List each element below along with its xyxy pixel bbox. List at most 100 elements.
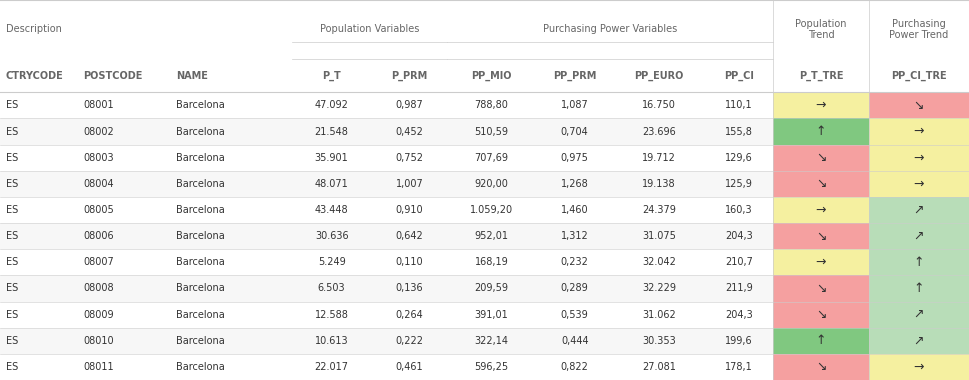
Text: ↘: ↘ xyxy=(816,282,827,295)
Text: 0,752: 0,752 xyxy=(395,153,423,163)
Text: PP_CI_TRE: PP_CI_TRE xyxy=(891,70,947,81)
Text: Description: Description xyxy=(6,24,62,35)
Text: Population Variables: Population Variables xyxy=(320,24,420,35)
Text: 23.696: 23.696 xyxy=(642,127,675,136)
Text: 0,110: 0,110 xyxy=(395,257,423,267)
Text: Barcelona: Barcelona xyxy=(176,153,225,163)
Text: Barcelona: Barcelona xyxy=(176,257,225,267)
Text: 160,3: 160,3 xyxy=(725,205,753,215)
Text: Purchasing
Power Trend: Purchasing Power Trend xyxy=(890,19,949,40)
Text: PP_PRM: PP_PRM xyxy=(553,70,596,81)
Text: P_T_TRE: P_T_TRE xyxy=(798,70,843,81)
Text: 35.901: 35.901 xyxy=(315,153,349,163)
Bar xyxy=(773,328,868,354)
Text: 16.750: 16.750 xyxy=(642,100,676,111)
Bar xyxy=(868,276,969,302)
Text: 0,461: 0,461 xyxy=(395,362,423,372)
Text: 0,975: 0,975 xyxy=(561,153,588,163)
Text: 0,539: 0,539 xyxy=(561,310,588,320)
Text: ES: ES xyxy=(6,231,18,241)
Text: 08002: 08002 xyxy=(83,127,114,136)
Text: →: → xyxy=(816,99,827,112)
Text: 199,6: 199,6 xyxy=(725,336,753,346)
Text: ES: ES xyxy=(6,179,18,189)
Bar xyxy=(0,302,969,328)
Bar xyxy=(0,171,969,197)
Bar xyxy=(773,223,868,249)
Text: 125,9: 125,9 xyxy=(725,179,753,189)
Text: 510,59: 510,59 xyxy=(475,127,509,136)
Text: ↘: ↘ xyxy=(816,360,827,374)
Text: 596,25: 596,25 xyxy=(475,362,509,372)
Text: NAME: NAME xyxy=(176,71,208,81)
Text: ES: ES xyxy=(6,205,18,215)
Text: ES: ES xyxy=(6,127,18,136)
Bar xyxy=(868,223,969,249)
Text: 707,69: 707,69 xyxy=(475,153,509,163)
Text: 209,59: 209,59 xyxy=(475,283,509,293)
Text: 1,007: 1,007 xyxy=(395,179,423,189)
Text: →: → xyxy=(914,177,924,190)
Text: 110,1: 110,1 xyxy=(725,100,753,111)
Bar xyxy=(0,92,969,119)
Text: 155,8: 155,8 xyxy=(725,127,753,136)
Text: 5.249: 5.249 xyxy=(318,257,346,267)
Bar xyxy=(868,171,969,197)
Text: ↗: ↗ xyxy=(914,230,924,243)
Text: 08007: 08007 xyxy=(83,257,114,267)
Text: 31.062: 31.062 xyxy=(642,310,675,320)
Text: →: → xyxy=(816,204,827,217)
Text: 0,642: 0,642 xyxy=(395,231,423,241)
Text: 952,01: 952,01 xyxy=(475,231,509,241)
Text: 204,3: 204,3 xyxy=(725,231,753,241)
Text: 210,7: 210,7 xyxy=(725,257,753,267)
Text: 08005: 08005 xyxy=(83,205,114,215)
Bar xyxy=(773,276,868,302)
Text: 0,452: 0,452 xyxy=(395,127,423,136)
Bar xyxy=(773,92,868,119)
Bar xyxy=(868,145,969,171)
Bar xyxy=(0,354,969,380)
Text: 920,00: 920,00 xyxy=(475,179,509,189)
Text: 211,9: 211,9 xyxy=(725,283,753,293)
Text: Barcelona: Barcelona xyxy=(176,283,225,293)
Text: 788,80: 788,80 xyxy=(475,100,509,111)
Text: Barcelona: Barcelona xyxy=(176,205,225,215)
Text: ↑: ↑ xyxy=(816,125,827,138)
Text: 43.448: 43.448 xyxy=(315,205,349,215)
Text: 08006: 08006 xyxy=(83,231,114,241)
Text: 08003: 08003 xyxy=(83,153,114,163)
Text: 322,14: 322,14 xyxy=(475,336,509,346)
Text: 47.092: 47.092 xyxy=(315,100,349,111)
Text: 6.503: 6.503 xyxy=(318,283,346,293)
Bar xyxy=(0,197,969,223)
Text: ES: ES xyxy=(6,310,18,320)
Text: ES: ES xyxy=(6,257,18,267)
Text: ↘: ↘ xyxy=(816,151,827,164)
Bar xyxy=(0,223,969,249)
Bar xyxy=(868,249,969,276)
Text: 0,232: 0,232 xyxy=(561,257,588,267)
Text: Purchasing Power Variables: Purchasing Power Variables xyxy=(544,24,677,35)
Text: ↗: ↗ xyxy=(914,204,924,217)
Text: 0,444: 0,444 xyxy=(561,336,588,346)
Text: 1.059,20: 1.059,20 xyxy=(470,205,513,215)
Text: 0,987: 0,987 xyxy=(395,100,423,111)
Text: 1,087: 1,087 xyxy=(561,100,588,111)
Bar xyxy=(773,197,868,223)
Text: 0,222: 0,222 xyxy=(395,336,423,346)
Text: 19.138: 19.138 xyxy=(642,179,675,189)
Text: CTRYCODE: CTRYCODE xyxy=(6,71,64,81)
Text: P_T: P_T xyxy=(323,70,341,81)
Text: P_PRM: P_PRM xyxy=(391,70,427,81)
Text: ↗: ↗ xyxy=(914,308,924,321)
Text: 32.042: 32.042 xyxy=(642,257,676,267)
Text: ES: ES xyxy=(6,153,18,163)
Text: 0,136: 0,136 xyxy=(395,283,423,293)
Text: Barcelona: Barcelona xyxy=(176,127,225,136)
Text: 1,268: 1,268 xyxy=(561,179,588,189)
Text: 24.379: 24.379 xyxy=(642,205,676,215)
Text: 12.588: 12.588 xyxy=(315,310,349,320)
Text: ↘: ↘ xyxy=(816,308,827,321)
Bar xyxy=(868,197,969,223)
